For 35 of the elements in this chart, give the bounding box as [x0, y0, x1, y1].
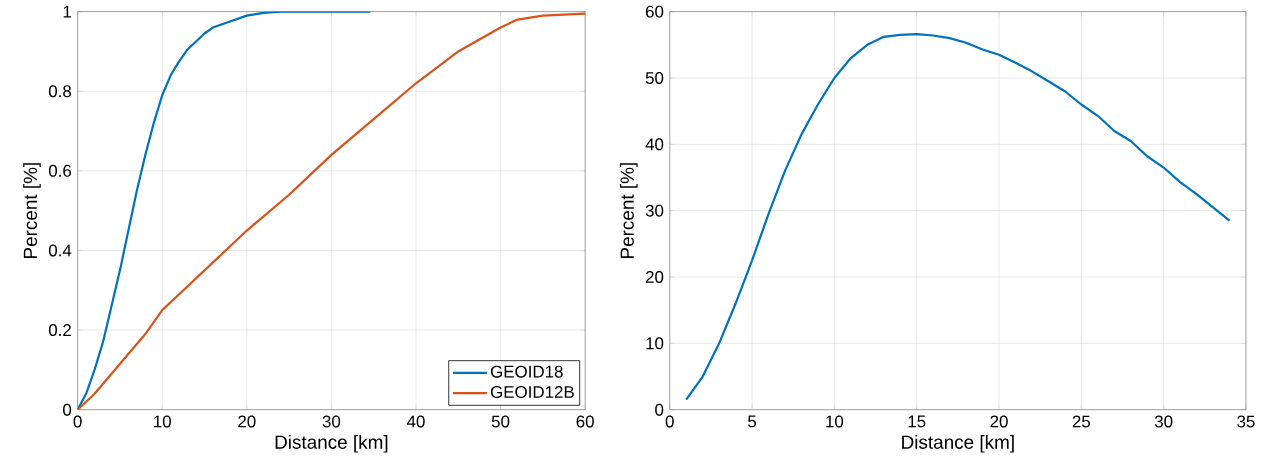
y-tick-label: 0.6	[48, 164, 72, 177]
y-tick-label: 0	[63, 403, 72, 416]
legend-label: GEOID12B	[490, 385, 574, 398]
x-tick-label: 60	[576, 415, 594, 428]
x-tick-label: 30	[322, 415, 341, 428]
y-axis-title: Percent [%]	[23, 162, 41, 258]
x-tick-label: 25	[1072, 415, 1091, 428]
x-axis-title: Distance [km]	[902, 434, 1014, 453]
x-tick-label: 10	[826, 415, 844, 428]
legend-label: GEOID18	[490, 365, 563, 378]
y-axis-title: Percent [%]	[619, 162, 638, 258]
y-tick-label: 0	[655, 403, 664, 416]
x-tick-label: 5	[748, 415, 757, 428]
y-tick-label: 40	[645, 138, 664, 151]
y-tick-label: 0.2	[48, 323, 71, 336]
x-tick-label: 40	[406, 415, 425, 428]
x-tick-label: 0	[665, 415, 674, 428]
x-tick-label: 20	[238, 415, 256, 428]
y-tick-label: 20	[645, 270, 664, 283]
y-tick-label: 0.8	[48, 85, 72, 98]
y-tick-label: 0.4	[48, 244, 72, 257]
y-tick-label: 30	[645, 204, 664, 217]
x-tick-label: 0	[73, 415, 82, 428]
x-tick-label: 50	[491, 415, 510, 428]
y-tick-label: 10	[646, 337, 664, 350]
x-tick-label: 30	[1154, 415, 1173, 428]
y-tick-label: 1	[63, 5, 71, 18]
x-tick-label: 10	[154, 415, 171, 428]
x-tick-label: 35	[1237, 415, 1255, 428]
x-tick-label: 15	[908, 415, 926, 428]
x-axis-title: Distance [km]	[275, 434, 388, 453]
x-tick-label: 20	[990, 415, 1008, 428]
y-tick-label: 50	[645, 71, 664, 84]
y-tick-label: 60	[645, 5, 664, 18]
line-series	[685, 32, 1231, 401]
